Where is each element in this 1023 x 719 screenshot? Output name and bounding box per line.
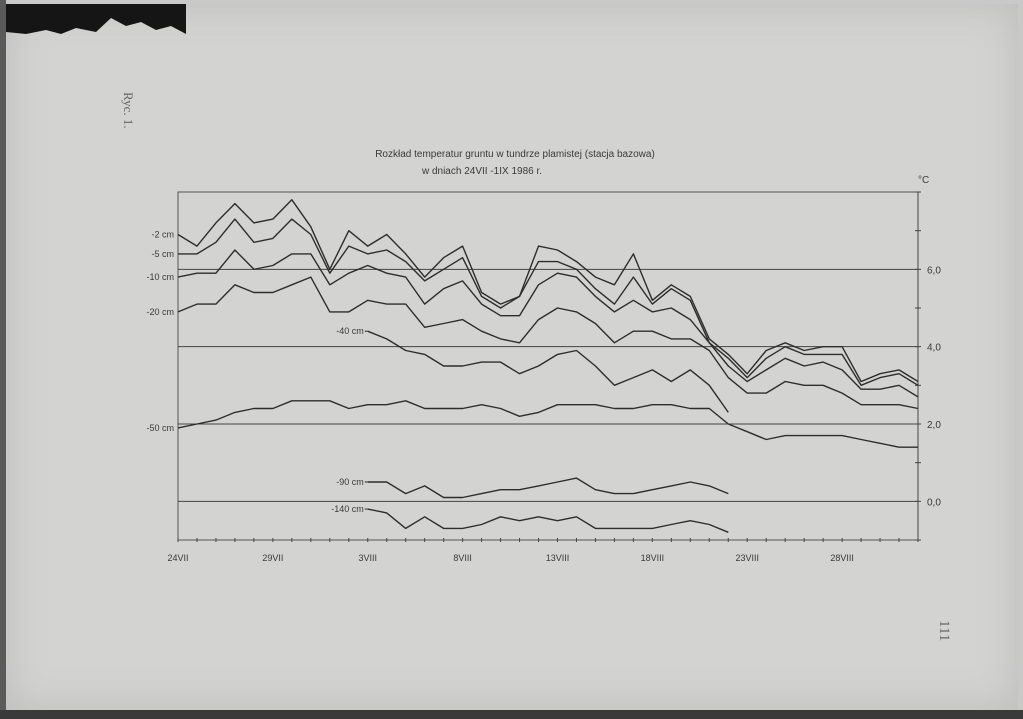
- series-label: -140 cm: [331, 504, 364, 514]
- y-tick-label: 0,0: [927, 497, 941, 508]
- series-label: -40 cm: [336, 326, 364, 336]
- series-line: [367, 330, 729, 413]
- series-labels: -2 cm -5 cm -10 cm -20 cm -40 cm -50 cm -90 cm…: [146, 230, 368, 514]
- y-tick-label: 6,0: [927, 265, 941, 276]
- series-lines: [177, 198, 919, 533]
- series-line: [177, 249, 919, 398]
- x-tick-label: 18VIII: [641, 553, 665, 563]
- paper-sheet: [6, 4, 1018, 710]
- x-tick-label: 28VIII: [830, 553, 854, 563]
- scan-bottom-edge: [0, 710, 1023, 719]
- series-line: [177, 198, 919, 383]
- series-line: [177, 400, 918, 448]
- series-label: -10 cm: [146, 272, 174, 282]
- chart-subtitle: w dniach 24VII -1IX 1986 r.: [421, 166, 542, 177]
- series-label: -90 cm: [336, 477, 364, 487]
- x-tick-label: 24VII: [167, 553, 188, 563]
- y-axis-unit: °C: [918, 175, 929, 186]
- scan-left-edge: [0, 0, 6, 719]
- x-axis: 24VII 29VII 3VIII 8VIII 13VIII 18VIII 23VIII 28…: [167, 538, 919, 563]
- chart-title: Rozkład temperatur gruntu w tundrze plam…: [375, 149, 655, 160]
- x-tick-label: 23VIII: [735, 553, 759, 563]
- y-tick-label: 4,0: [927, 343, 941, 354]
- torn-corner: [6, 4, 186, 34]
- series-label: -5 cm: [152, 249, 175, 259]
- y-axis: 0,0 2,0 4,0 6,0: [915, 191, 941, 541]
- series-label: -50 cm: [146, 423, 174, 433]
- series-line: [177, 276, 919, 410]
- series-line: [178, 218, 919, 386]
- series-label: -2 cm: [152, 230, 175, 240]
- x-tick-label: 3VIII: [358, 553, 377, 563]
- x-tick-label: 29VII: [262, 553, 283, 563]
- x-tick-label: 13VIII: [546, 553, 570, 563]
- x-tick-label: 8VIII: [453, 553, 472, 563]
- series-line: [367, 508, 729, 533]
- y-tick-label: 2,0: [927, 420, 941, 431]
- series-line: [367, 477, 729, 499]
- series-label: -20 cm: [146, 307, 174, 317]
